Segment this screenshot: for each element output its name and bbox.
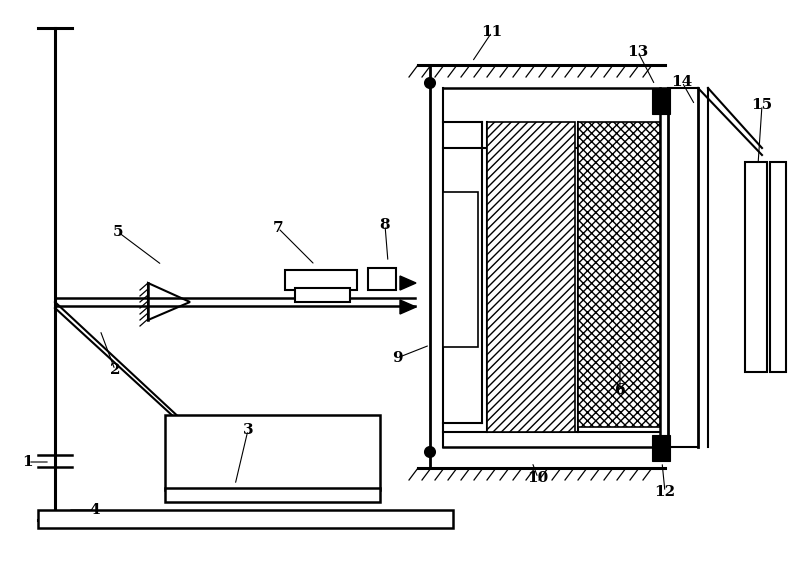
Bar <box>285 270 357 290</box>
Bar <box>38 510 453 528</box>
Polygon shape <box>400 300 416 314</box>
Text: 8: 8 <box>380 218 390 232</box>
Text: 5: 5 <box>113 225 123 239</box>
Bar <box>368 268 396 290</box>
Bar <box>165 415 380 490</box>
Circle shape <box>425 447 435 457</box>
Text: 14: 14 <box>671 75 693 89</box>
Text: 13: 13 <box>627 45 649 59</box>
Bar <box>295 288 350 302</box>
Bar <box>652 88 670 114</box>
Text: 10: 10 <box>527 471 549 485</box>
Text: 1: 1 <box>22 455 34 469</box>
Polygon shape <box>400 276 416 290</box>
Text: 2: 2 <box>110 363 120 377</box>
Bar <box>165 488 380 502</box>
Text: 7: 7 <box>273 221 283 235</box>
Text: 15: 15 <box>751 98 773 112</box>
Circle shape <box>425 78 435 88</box>
Text: 11: 11 <box>482 25 502 39</box>
Text: 12: 12 <box>654 485 675 499</box>
Bar <box>614 205 627 373</box>
Bar <box>770 162 786 372</box>
Text: 9: 9 <box>392 351 402 365</box>
Text: 3: 3 <box>242 423 254 437</box>
Text: 6: 6 <box>614 383 626 397</box>
Bar <box>443 192 478 347</box>
Bar <box>652 435 670 461</box>
Bar <box>745 162 767 372</box>
Bar <box>578 122 660 427</box>
Bar <box>487 122 575 432</box>
Text: 4: 4 <box>90 503 100 517</box>
